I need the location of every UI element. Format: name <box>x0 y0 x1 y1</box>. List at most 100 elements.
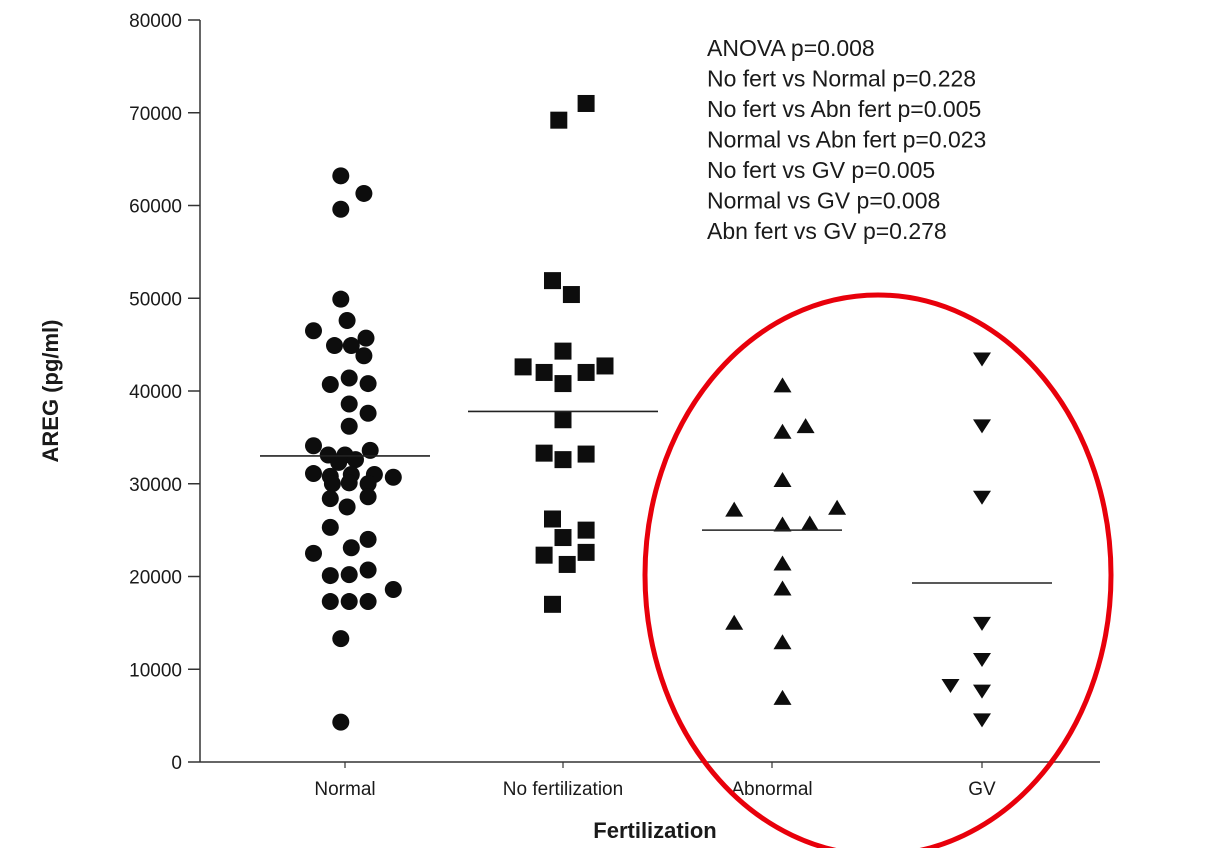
data-point-square <box>596 357 614 375</box>
data-point-square <box>577 521 595 539</box>
chart-annotations: ANOVA p=0.008 No fert vs Normal p=0.228 No… <box>707 35 986 244</box>
data-point-circle <box>342 337 360 355</box>
data-point-square <box>544 595 561 613</box>
data-point-triangle-down <box>941 679 960 694</box>
data-point-circle <box>332 713 350 731</box>
data-point-circle <box>355 347 373 365</box>
data-point-triangle-down <box>973 490 991 505</box>
data-point-triangle-up <box>725 501 744 517</box>
data-point-triangle-up <box>773 689 792 705</box>
x-axis-title: Fertilization <box>593 818 716 843</box>
data-point-circle <box>340 474 358 492</box>
data-point-circle <box>305 322 322 340</box>
data-point-triangle-up <box>773 423 792 439</box>
data-point-triangle-up <box>773 516 792 532</box>
data-point-circle <box>359 375 377 393</box>
data-point-square <box>544 510 561 528</box>
x-tick-label: Abnormal <box>731 779 812 800</box>
data-point-square <box>554 451 572 469</box>
y-tick-label: 20000 <box>129 568 182 589</box>
data-point-circle <box>347 451 364 469</box>
data-point-circle <box>340 369 358 387</box>
data-point-triangle-up <box>828 499 847 515</box>
data-point-circle <box>359 488 377 506</box>
data-point-square <box>577 363 595 381</box>
y-tick-label: 0 <box>171 753 182 774</box>
data-point-square <box>554 411 572 429</box>
data-point-circle <box>338 498 356 516</box>
data-point-circle <box>305 465 322 483</box>
data-point-triangle-up <box>773 555 792 571</box>
data-point-circle <box>305 437 322 455</box>
data-point-triangle-down <box>973 684 991 699</box>
data-point-circle <box>357 329 375 347</box>
data-point-circle <box>384 580 402 598</box>
data-point-circle <box>332 200 350 218</box>
data-point-circle <box>340 593 358 611</box>
data-point-triangle-up <box>725 614 744 630</box>
data-point-triangle-up <box>773 634 792 650</box>
data-point-triangle-down <box>973 352 991 367</box>
y-tick-label: 60000 <box>129 197 182 218</box>
data-point-circle <box>323 475 341 493</box>
data-point-circle <box>340 566 358 584</box>
data-point-square <box>554 375 572 393</box>
data-point-circle <box>359 404 377 422</box>
data-point-circle <box>332 290 350 308</box>
data-point-circle <box>361 441 379 459</box>
chart-marks <box>260 94 1052 731</box>
y-tick-label: 30000 <box>129 475 182 496</box>
data-point-triangle-down <box>973 616 991 631</box>
data-point-circle <box>321 518 339 536</box>
data-point-circle <box>355 184 373 202</box>
x-tick-label: GV <box>968 779 996 800</box>
stat-annotation: No fert vs Abn fert p=0.005 <box>707 96 981 122</box>
data-point-circle <box>321 376 339 394</box>
data-point-circle <box>330 453 348 471</box>
data-point-circle <box>321 567 339 585</box>
data-point-triangle-up <box>773 580 792 596</box>
x-tick-label: No fertilization <box>503 779 623 800</box>
y-tick-label: 80000 <box>129 11 182 32</box>
data-point-circle <box>359 593 377 611</box>
data-point-square <box>535 444 553 462</box>
data-point-square <box>550 111 568 129</box>
y-tick-label: 40000 <box>129 382 182 403</box>
data-point-circle <box>384 468 402 486</box>
data-point-circle <box>332 630 350 648</box>
data-point-circle <box>359 561 377 579</box>
data-point-triangle-up <box>773 471 792 487</box>
data-point-circle <box>321 490 339 508</box>
data-point-circle <box>342 539 360 557</box>
data-point-triangle-up <box>800 515 819 531</box>
data-point-square <box>514 358 532 376</box>
data-point-circle <box>338 312 356 330</box>
data-point-square <box>535 546 553 564</box>
y-tick-label: 70000 <box>129 104 182 125</box>
data-point-square <box>544 272 561 290</box>
data-point-circle <box>305 544 322 562</box>
y-tick-label: 50000 <box>129 289 182 310</box>
data-point-square <box>562 286 580 304</box>
stat-annotation: Normal vs Abn fert p=0.023 <box>707 127 986 153</box>
data-point-square <box>535 363 553 381</box>
y-axis-title: AREG (pg/ml) <box>38 320 63 463</box>
stat-annotation: Normal vs GV p=0.008 <box>707 188 940 214</box>
data-point-triangle-up <box>773 377 792 393</box>
x-tick-label: Normal <box>314 779 375 800</box>
data-point-circle <box>321 593 339 611</box>
data-point-square <box>577 543 595 561</box>
data-point-circle <box>340 417 358 435</box>
data-point-triangle-down <box>973 713 991 728</box>
data-point-triangle-down <box>973 653 991 668</box>
chart-axes: 0 10000 20000 30000 40000 50000 60000 70000 8000… <box>38 11 1100 843</box>
data-point-square <box>577 445 595 463</box>
stat-annotation: ANOVA p=0.008 <box>707 35 875 61</box>
data-point-square <box>577 94 595 112</box>
data-point-circle <box>359 475 377 493</box>
stat-annotation: No fert vs GV p=0.005 <box>707 157 935 183</box>
highlight-ellipse <box>642 292 1114 848</box>
data-point-circle <box>340 395 358 413</box>
stat-annotation: No fert vs Normal p=0.228 <box>707 66 976 92</box>
